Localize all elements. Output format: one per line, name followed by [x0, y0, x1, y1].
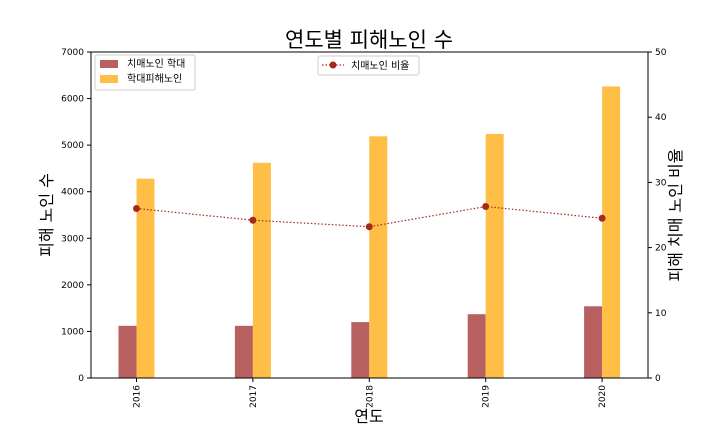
bar-dementia-abuse-2019 [467, 314, 486, 378]
legend-label-dementia-abuse: 치매노인 학대 [127, 58, 185, 70]
ytick-left-label-0: 0 [78, 374, 84, 384]
y-axis-left-label: 피해 노인 수 [37, 173, 56, 257]
y-axis-left: 0 1000 2000 3000 4000 5000 6000 7000 [61, 48, 91, 384]
ytick-left-label-2000: 2000 [61, 281, 84, 291]
ytick-left-label-4000: 4000 [61, 188, 84, 198]
legend-line-marker [329, 61, 337, 69]
bars-layer [118, 86, 621, 378]
legend-bars-frame [94, 54, 196, 91]
point-dementia-ratio-2016 [133, 204, 140, 212]
ytick-left-label-5000: 5000 [61, 141, 84, 151]
bar-dementia-abuse-2017 [234, 325, 253, 378]
legend-swatch-dementia-abuse [100, 60, 118, 68]
ytick-right-label-50: 50 [655, 48, 667, 58]
x-axis: 2016 2017 2018 2019 2020 [133, 378, 608, 408]
point-dementia-ratio-2019 [482, 203, 490, 211]
bar-dementia-abuse-2020 [584, 306, 603, 378]
bar-abused-elderly-2016 [136, 178, 155, 378]
ytick-right-label-0: 0 [655, 374, 661, 384]
bar-dementia-abuse-2018 [351, 322, 370, 378]
xtick-label-2019: 2019 [482, 385, 492, 408]
ytick-left-label-3000: 3000 [61, 234, 84, 244]
legend-line-frame [317, 55, 420, 76]
xtick-label-2016: 2016 [133, 385, 143, 408]
legend-line: 치매노인 비율 [317, 55, 420, 76]
legend-bars: 치매노인 학대 학대피해노인 [94, 54, 196, 91]
ytick-right-label-10: 10 [655, 309, 667, 319]
line-layer [133, 203, 606, 231]
line-dementia-ratio [136, 205, 603, 228]
legend-label-abused-elderly: 학대피해노인 [127, 72, 182, 85]
ytick-right-label-20: 20 [655, 244, 667, 254]
point-dementia-ratio-2020 [598, 214, 606, 222]
ytick-right-label-40: 40 [655, 113, 667, 123]
chart-title: 연도별 피해노인 수 [285, 28, 453, 52]
bar-dementia-abuse-2016 [118, 325, 137, 378]
xtick-label-2020: 2020 [598, 385, 608, 408]
y-axis-right-label: 피해 치매 노인 비율 [666, 148, 685, 281]
xtick-label-2017: 2017 [249, 385, 259, 408]
ytick-left-label-1000: 1000 [61, 327, 84, 337]
legend-label-dementia-ratio: 치매노인 비율 [351, 60, 409, 72]
y-axis-right: 0 10 20 30 40 50 [648, 48, 667, 384]
xtick-label-2018: 2018 [365, 385, 375, 408]
bar-abused-elderly-2019 [485, 133, 504, 378]
point-dementia-ratio-2018 [365, 223, 373, 231]
bar-abused-elderly-2017 [252, 162, 271, 378]
ytick-right-label-30: 30 [655, 178, 667, 188]
x-axis-label: 연도 [354, 407, 383, 426]
bar-abused-elderly-2020 [602, 86, 621, 378]
bar-abused-elderly-2018 [369, 136, 388, 378]
ytick-left-label-7000: 7000 [61, 48, 84, 58]
point-dementia-ratio-2017 [249, 216, 257, 224]
legend-swatch-abused-elderly [100, 75, 118, 83]
ytick-left-label-6000: 6000 [61, 95, 84, 105]
